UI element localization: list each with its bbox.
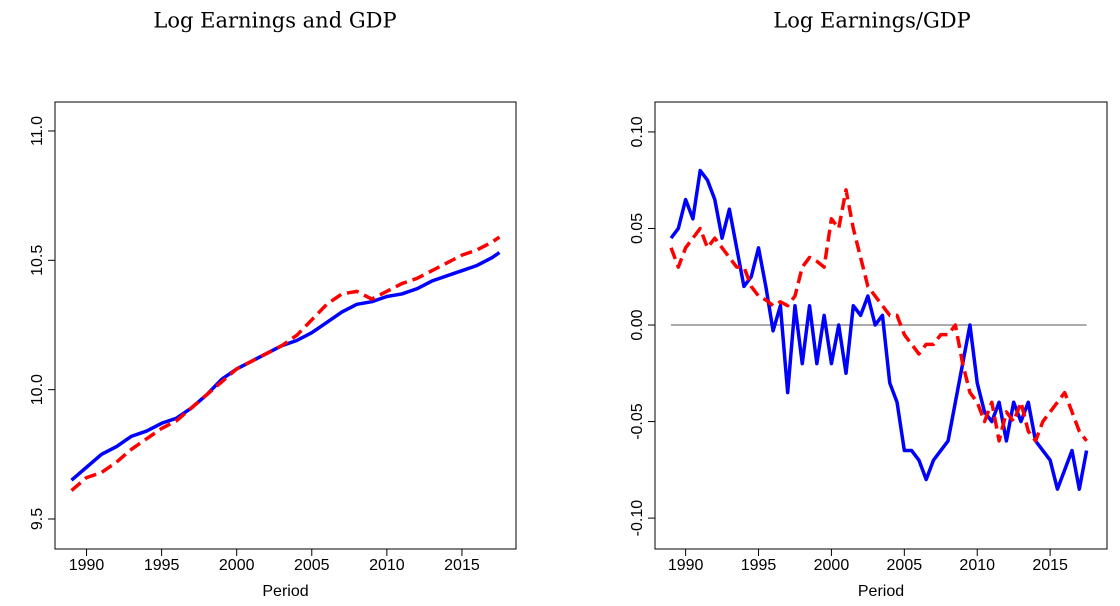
y-tick-label: 11.0 [29,116,46,146]
x-tick-label: 2010 [369,557,405,574]
series-line [669,188,1088,443]
x-tick-label: 2010 [959,557,995,574]
plot-box [54,101,517,550]
y-tick-label: -0.10 [629,500,646,537]
x-tick-label: 2000 [219,557,255,574]
x-tick-label: 2015 [1032,557,1068,574]
chart-title: Log Earnings/GDP [773,9,970,33]
x-tick-label: 1990 [668,557,704,574]
y-tick-label: 0.00 [629,309,646,340]
series-line [70,235,501,492]
x-tick-label: 1990 [69,557,105,574]
series-line [70,251,501,482]
x-tick-label: 2005 [294,557,330,574]
x-axis-label: Period [858,583,904,600]
y-tick-label: 10.5 [29,245,46,276]
y-tick-label: 0.10 [629,116,646,147]
y-tick-label: 0.05 [629,213,646,244]
chart-title: Log Earnings and GDP [153,9,396,33]
x-tick-label: 2000 [814,557,850,574]
y-tick-label: -0.05 [629,403,646,440]
x-axis-label: Period [262,583,308,600]
x-tick-label: 2005 [887,557,923,574]
x-tick-label: 1995 [144,557,180,574]
y-tick-label: 9.5 [29,508,46,530]
series-line [669,168,1089,491]
y-tick-label: 10.0 [29,374,46,405]
x-tick-label: 2015 [444,557,480,574]
x-tick-label: 1995 [741,557,777,574]
